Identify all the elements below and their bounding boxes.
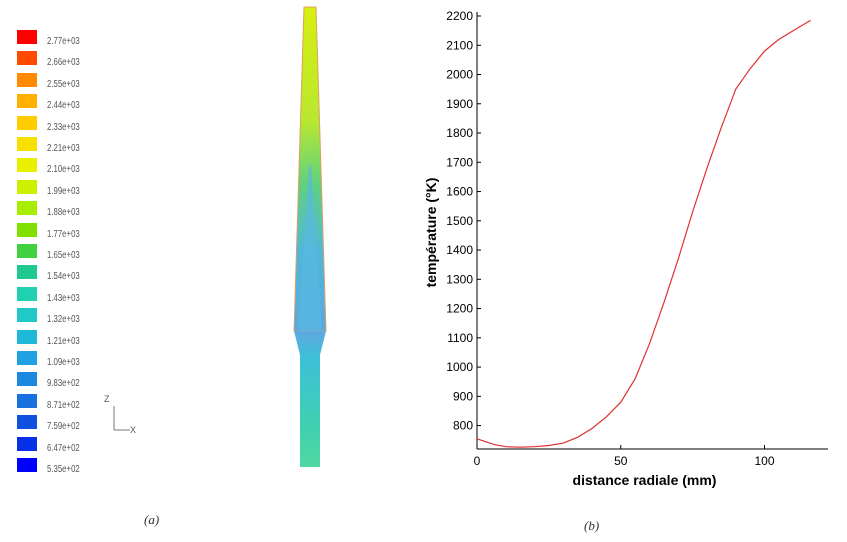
x-tick-label: 100 — [754, 454, 774, 468]
y-tick-label: 900 — [453, 389, 473, 403]
triad-z-label: Z — [104, 394, 110, 404]
colorbar-swatch — [17, 372, 37, 387]
colorbar-label: 1.32e+03 — [47, 314, 80, 326]
nozzle-lower-section — [294, 331, 326, 467]
y-tick-label: 2200 — [446, 9, 473, 23]
y-tick-label: 1000 — [446, 360, 473, 374]
colorbar-swatch — [17, 351, 37, 365]
temperature-chart: 8009001000110012001300140015001600170018… — [423, 9, 828, 488]
colorbar-label: 5.35e+02 — [47, 464, 80, 475]
x-tick-label: 50 — [614, 454, 628, 468]
colorbar-swatch — [17, 393, 37, 408]
y-tick-label: 1300 — [446, 272, 473, 286]
colorbar-swatch — [17, 30, 37, 44]
colorbar-swatch — [17, 201, 37, 216]
y-tick-label: 1500 — [446, 214, 473, 228]
colorbar-label: 1.09e+03 — [47, 357, 80, 368]
y-tick-label: 800 — [453, 419, 473, 433]
x-axis-title: distance radiale (mm) — [573, 472, 717, 488]
y-axis-ticks: 800 900 1000 1100 1200 1300 1400 1500 1600 1700 18… — [446, 9, 481, 433]
colorbar-swatch — [17, 329, 37, 344]
y-tick-label: 1600 — [446, 185, 473, 199]
colorbar-swatch — [17, 158, 37, 173]
colorbar-swatch — [17, 115, 37, 130]
colorbar-label: 1.21e+03 — [47, 335, 80, 347]
y-tick-label: 1400 — [446, 243, 473, 257]
colorbar-swatch — [17, 458, 37, 472]
nozzle-inner-core — [298, 165, 322, 331]
colorbar-label: 2.21e+03 — [47, 143, 80, 154]
colorbar-swatch — [17, 179, 37, 194]
colorbar-swatch — [17, 265, 37, 280]
colorbar-swatch — [17, 415, 37, 430]
colorbar-swatch — [17, 72, 37, 87]
colorbar-swatch — [17, 286, 37, 301]
colorbar-label: 2.33e+03 — [47, 121, 80, 133]
colorbar-label: 2.44e+03 — [47, 100, 80, 112]
y-tick-label: 1200 — [446, 302, 473, 316]
colorbar-label: 2.55e+03 — [47, 78, 80, 90]
colorbar-label: 9.83e+02 — [47, 378, 80, 390]
colorbar-swatch — [17, 222, 37, 237]
y-tick-label: 1100 — [447, 331, 473, 345]
contour-panel: 2.77e+03 2.66e+03 2.55e+03 2.44e+03 2.33e+03… — [0, 0, 420, 542]
caption-a: (a) — [144, 512, 160, 527]
colorbar-label: 6.47e+02 — [47, 442, 80, 454]
colorbar-label: 1.54e+03 — [47, 271, 80, 283]
y-tick-label: 1900 — [446, 97, 473, 111]
colorbar-swatch — [17, 436, 37, 451]
triad-x-label: X — [130, 425, 137, 435]
colorbar-label: 1.88e+03 — [47, 207, 80, 219]
y-tick-label: 1800 — [446, 126, 473, 140]
colorbar-swatch — [17, 308, 37, 323]
temperature-series-line — [476, 19, 811, 448]
colorbar-label: 2.66e+03 — [47, 57, 80, 69]
axis-triad: Z X — [104, 394, 144, 444]
y-tick-label: 1700 — [446, 155, 473, 169]
y-axis-title: température (°K) — [423, 178, 439, 288]
colorbar-swatch — [17, 137, 37, 151]
colorbar-label: 7.59e+02 — [47, 421, 80, 433]
colorbar-label: 2.10e+03 — [47, 164, 80, 176]
colorbar-label: 2.77e+03 — [47, 36, 80, 47]
colorbar-label: 1.99e+03 — [47, 185, 80, 197]
colorbar-swatch — [17, 244, 37, 258]
y-tick-label: 2100 — [446, 38, 473, 52]
colorbar-label: 1.43e+03 — [47, 292, 80, 304]
y-tick-label: 2000 — [446, 68, 473, 82]
caption-b: (b) — [584, 518, 600, 533]
colorbar-label: 1.65e+03 — [47, 250, 80, 261]
x-axis-ticks: 0 50 100 — [474, 445, 775, 468]
nozzle-contour-plot — [293, 6, 327, 467]
colorbar-label: 1.77e+03 — [47, 228, 80, 240]
x-tick-label: 0 — [474, 454, 481, 468]
colorbar-swatch — [17, 51, 37, 66]
colorbar-label: 8.71e+02 — [47, 399, 80, 411]
colorbar-swatch — [17, 94, 37, 109]
